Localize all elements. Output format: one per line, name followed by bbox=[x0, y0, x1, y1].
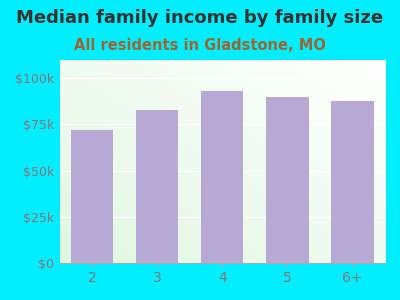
Bar bbox=[71, 130, 113, 263]
Bar bbox=[201, 91, 244, 263]
Bar bbox=[331, 100, 374, 263]
Text: All residents in Gladstone, MO: All residents in Gladstone, MO bbox=[74, 38, 326, 52]
Bar bbox=[266, 97, 308, 263]
Text: Median family income by family size: Median family income by family size bbox=[16, 9, 384, 27]
Bar bbox=[136, 110, 178, 263]
